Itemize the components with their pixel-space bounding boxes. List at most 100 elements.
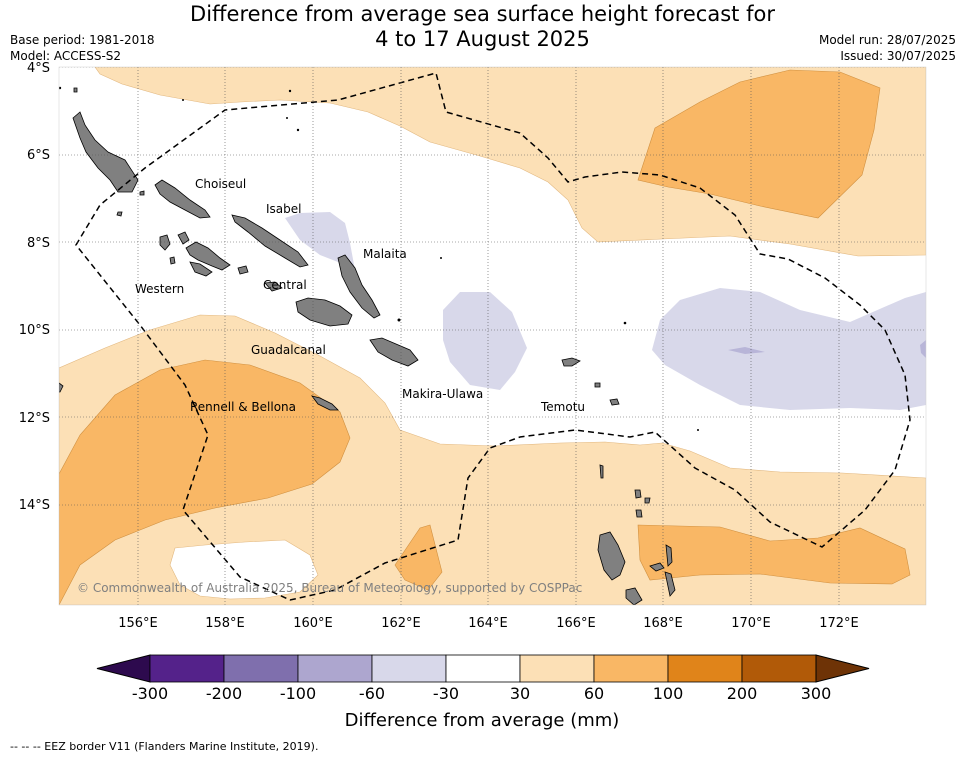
eez-border xyxy=(75,72,911,601)
anomaly-60-100-southwest xyxy=(59,359,351,605)
island-new-georgia xyxy=(185,241,231,271)
colorbar-extend-max xyxy=(815,654,870,683)
label-rennell-bellona: Rennell & Bellona xyxy=(190,400,296,414)
small-islets xyxy=(59,86,699,431)
cbar-tick-9: 300 xyxy=(801,684,832,703)
island-vella-lavella xyxy=(159,234,171,251)
island-rennell xyxy=(311,395,339,411)
label-isabel: Isabel xyxy=(266,202,301,216)
lon-label-158e: 158°E xyxy=(205,616,245,631)
island-choiseul xyxy=(154,179,211,219)
colorbar-ticks: -300 -200 -100 -60 -30 30 60 100 200 300 xyxy=(132,684,831,703)
anomaly-neg-east-edge xyxy=(920,340,926,358)
model-run: Model run: 28/07/2025 xyxy=(818,33,956,47)
lon-label-164e: 164°E xyxy=(468,616,508,631)
anomaly-60-100-south-center xyxy=(394,524,443,591)
lat-axis: 4°S 6°S 8°S 10°S 12°S 14°S xyxy=(19,61,50,513)
label-central: Central xyxy=(263,278,307,292)
label-choiseul: Choiseul xyxy=(195,177,246,191)
base-period: Base period: 1981-2018 xyxy=(10,33,155,47)
cbar-tick-1: -200 xyxy=(206,684,242,703)
map-title: Difference from average sea surface heig… xyxy=(0,2,965,52)
island-treasury xyxy=(139,190,145,196)
map-area: Choiseul Isabel Malaita Western Central … xyxy=(59,67,926,605)
solomon-islands-land xyxy=(59,87,676,605)
island-kolombangara xyxy=(177,231,190,245)
lon-label-170e: 170°E xyxy=(731,616,771,631)
islet-7 xyxy=(697,429,699,431)
island-santa-cruz xyxy=(561,357,581,367)
lat-label-12s: 12°S xyxy=(19,411,50,426)
colorbar xyxy=(96,654,870,683)
island-russell xyxy=(237,265,249,275)
island-shortland xyxy=(116,211,123,217)
island-guadalcanal xyxy=(295,297,353,327)
island-gaua xyxy=(644,497,651,504)
header-left: Base period: 1981-2018 Model: ACCESS-S2 xyxy=(10,32,155,64)
colorbar-bin-2 xyxy=(297,654,373,683)
islet-6 xyxy=(623,321,627,325)
cbar-tick-7: 100 xyxy=(653,684,684,703)
cbar-tick-4: -30 xyxy=(433,684,459,703)
island-torres xyxy=(599,464,604,479)
colorbar-bin-8 xyxy=(741,654,817,683)
title-line-1: Difference from average sea surface heig… xyxy=(190,2,775,26)
colorbar-bin-4 xyxy=(445,654,521,683)
islet-1 xyxy=(182,99,184,101)
colorbar-bin-3 xyxy=(371,654,447,683)
copyright-notice: © Commonwealth of Australia 2025, Bureau… xyxy=(77,581,582,595)
lon-axis: 156°E 158°E 160°E 162°E 164°E 166°E 168°… xyxy=(118,616,859,631)
island-bougainville-small xyxy=(73,87,78,93)
island-malakula xyxy=(625,587,643,605)
lon-label-168e: 168°E xyxy=(643,616,683,631)
colorbar-extend-min xyxy=(96,654,151,683)
cbar-tick-5: 30 xyxy=(510,684,530,703)
anomaly-neg-isabel xyxy=(285,212,355,270)
label-makira-ulawa: Makira-Ulawa xyxy=(402,387,483,401)
island-maewo xyxy=(665,544,673,567)
colorbar-label: Difference from average (mm) xyxy=(345,710,620,731)
lat-label-10s: 10°S xyxy=(19,323,50,338)
cbar-tick-0: -300 xyxy=(132,684,168,703)
island-reef xyxy=(609,398,620,406)
cbar-tick-2: -100 xyxy=(280,684,316,703)
anomaly-60-100-north xyxy=(637,69,881,219)
islet-3 xyxy=(286,117,288,119)
label-temotu: Temotu xyxy=(540,400,585,414)
islet-4 xyxy=(296,128,300,132)
island-duff xyxy=(594,382,601,388)
label-guadalcanal: Guadalcanal xyxy=(251,343,326,357)
cbar-tick-3: -60 xyxy=(359,684,385,703)
islet-9 xyxy=(59,86,62,90)
anomaly-60-100-southeast xyxy=(637,524,911,585)
anomaly-neg-east xyxy=(652,288,926,410)
lon-label-162e: 162°E xyxy=(381,616,421,631)
cbar-tick-8: 200 xyxy=(727,684,758,703)
colorbar-bin-5 xyxy=(519,654,595,683)
island-makira xyxy=(369,337,419,367)
map-frame xyxy=(58,66,927,606)
island-ambae xyxy=(649,562,665,572)
cbar-tick-6: 60 xyxy=(584,684,604,703)
title-line-2: 4 to 17 August 2025 xyxy=(375,27,590,51)
anomaly-neg-east-core xyxy=(728,347,765,354)
lat-label-6s: 6°S xyxy=(27,148,50,163)
anomaly-neg-central xyxy=(443,292,527,390)
colorbar-bin-0 xyxy=(149,654,225,683)
colorbar-bin-7 xyxy=(667,654,743,683)
islet-8 xyxy=(397,318,401,322)
island-ranongga xyxy=(169,256,176,265)
issued-date: Issued: 30/07/2025 xyxy=(840,49,956,63)
model-name: Model: ACCESS-S2 xyxy=(10,49,122,63)
anomaly-neutral-pocket xyxy=(169,539,319,600)
island-banks xyxy=(634,489,642,499)
lon-label-172e: 172°E xyxy=(819,616,859,631)
island-bougainville xyxy=(72,111,139,193)
island-west-edge xyxy=(59,382,64,393)
lon-label-156e: 156°E xyxy=(118,616,158,631)
colorbar-bin-1 xyxy=(223,654,299,683)
lon-label-166e: 166°E xyxy=(556,616,596,631)
colorbar-bin-6 xyxy=(593,654,669,683)
lat-label-4s: 4°S xyxy=(27,61,50,76)
